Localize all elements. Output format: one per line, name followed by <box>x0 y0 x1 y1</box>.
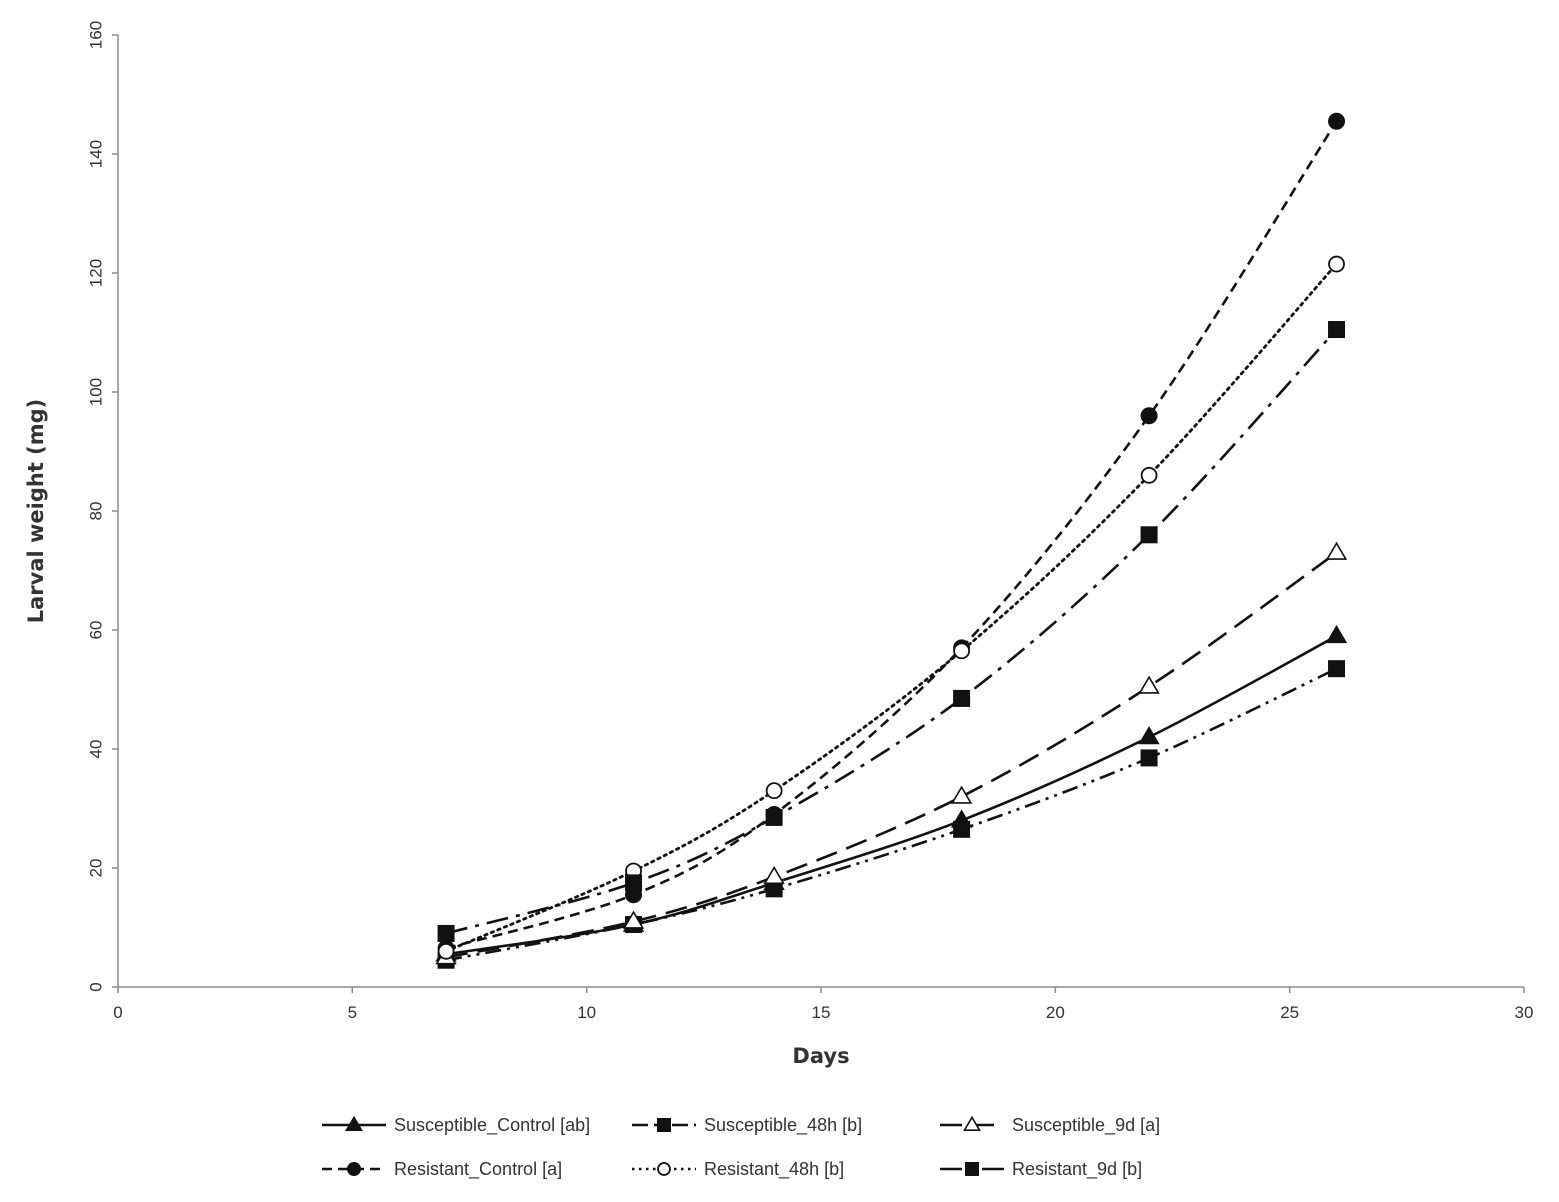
series-line <box>445 667 1338 962</box>
legend-marker <box>963 1115 981 1131</box>
legend-label: Susceptible_Control [ab] <box>394 1114 591 1135</box>
data-point <box>1138 675 1160 694</box>
data-point <box>950 785 973 804</box>
x-axis-title: Days <box>792 1044 849 1068</box>
legend: Susceptible_Control [ab] Susceptible_48h… <box>320 1105 1220 1193</box>
series-line <box>445 328 1338 935</box>
data-point <box>1325 624 1348 644</box>
data-point <box>1328 321 1346 339</box>
y-tick-label: 80 <box>87 502 106 521</box>
y-tick-label: 140 <box>87 140 106 168</box>
x-ticks: 0 5 10 15 20 25 30 <box>113 987 1533 1022</box>
legend-label: Susceptible_9d [a] <box>1012 1114 1161 1135</box>
legend-label: Resistant_9d [b] <box>1012 1158 1143 1179</box>
y-tick-label: 40 <box>87 740 106 759</box>
x-tick-label: 15 <box>812 1003 831 1022</box>
legend-item-susceptible-48h: Susceptible_48h [b] <box>630 1110 862 1140</box>
data-point <box>1328 112 1346 130</box>
data-point <box>625 874 643 892</box>
series-line <box>445 634 1338 956</box>
x-tick-label: 5 <box>348 1003 357 1022</box>
y-tick-label: 160 <box>87 21 106 49</box>
series-line <box>444 262 1338 953</box>
data-point <box>763 865 785 885</box>
legend-label: Susceptible_48h [b] <box>704 1114 863 1135</box>
legend-marker <box>657 1162 671 1176</box>
y-tick-label: 100 <box>87 378 106 406</box>
data-point <box>1140 466 1158 484</box>
legend-marker <box>345 1115 363 1131</box>
x-tick-label: 20 <box>1046 1003 1065 1022</box>
legend-item-susceptible-9d: Susceptible_9d [a] <box>938 1110 1160 1140</box>
series-line <box>445 120 1338 950</box>
series-lines <box>444 120 1338 962</box>
legend-marker <box>657 1118 671 1132</box>
data-point <box>622 910 645 929</box>
legend-label: Resistant_Control [a] <box>394 1158 563 1179</box>
y-ticks: 0 20 40 60 80 100 120 140 160 <box>87 21 118 992</box>
legend-item-resistant-48h: Resistant_48h [b] <box>630 1154 844 1184</box>
data-point <box>765 808 783 826</box>
data-point <box>1140 749 1158 767</box>
data-point <box>1328 255 1345 273</box>
y-axis-title: Larval weight (mg) <box>24 399 48 624</box>
y-tick-label: 120 <box>87 259 106 287</box>
y-tick-label: 0 <box>87 982 106 991</box>
data-point <box>1140 526 1158 544</box>
y-tick-label: 60 <box>87 621 106 640</box>
legend-label: Resistant_48h [b] <box>704 1158 845 1179</box>
legend-marker <box>347 1162 361 1176</box>
x-tick-label: 30 <box>1515 1003 1534 1022</box>
series-markers <box>435 112 1348 969</box>
data-point <box>765 782 783 800</box>
x-tick-label: 25 <box>1280 1003 1299 1022</box>
data-point <box>1138 726 1160 745</box>
data-point <box>1140 407 1158 425</box>
y-tick-label: 20 <box>87 859 106 878</box>
legend-item-susceptible-control: Susceptible_Control [ab] <box>320 1110 590 1140</box>
data-point <box>953 642 970 660</box>
x-tick-label: 10 <box>577 1003 596 1022</box>
legend-item-resistant-9d: Resistant_9d [b] <box>938 1154 1142 1184</box>
data-point <box>437 924 455 942</box>
data-point <box>1325 541 1348 560</box>
series-line <box>445 551 1338 959</box>
legend-marker <box>965 1162 979 1176</box>
data-point <box>1328 660 1346 678</box>
data-point <box>953 689 971 707</box>
data-point <box>437 942 455 960</box>
x-tick-label: 0 <box>113 1003 122 1022</box>
data-point <box>953 820 971 838</box>
legend-item-resistant-control: Resistant_Control [a] <box>320 1154 562 1184</box>
